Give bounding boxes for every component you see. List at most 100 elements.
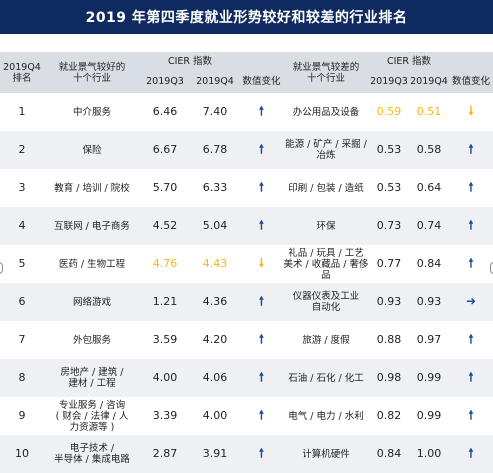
good-change-header-text: 数值变化 xyxy=(242,76,281,87)
good-q3-cell-text: 2.87 xyxy=(152,447,178,460)
good-change-cell: 🠕 xyxy=(240,397,283,435)
good-q4-cell: 4.20 xyxy=(190,321,240,359)
arrow-up-icon: 🠕 xyxy=(468,142,474,156)
good-industry-cell-text: 专业服务 / 咨询 ( 财会 / 法律 / 人 力资源等 ) xyxy=(55,399,129,433)
good-q4-cell-text: 5.04 xyxy=(202,219,228,232)
good-industry-cell-text: 房地产 / 建筑 / 建材 / 工程 xyxy=(60,367,124,389)
arrow-up-icon: 🠕 xyxy=(258,104,265,118)
bad-q4-cell: 0.99 xyxy=(409,359,449,397)
spacer xyxy=(0,34,493,52)
rank-cell-text: 1 xyxy=(18,105,26,118)
good-industry-cell-text: 保险 xyxy=(82,144,102,156)
arrow-right-icon: ➜ xyxy=(465,294,477,308)
good-q4-cell: 7.40 xyxy=(190,93,240,131)
bad-change-cell: 🠕 xyxy=(449,245,493,283)
rank-cell-text: 2 xyxy=(18,143,26,156)
good-q4-cell-text: 6.78 xyxy=(202,143,228,156)
rank-cell-text: 3 xyxy=(18,181,26,194)
good-change-cell: 🠕 xyxy=(240,169,283,207)
good-change-cell: 🠕 xyxy=(240,359,283,397)
good-industry-cell: 医药 / 生物工程 xyxy=(44,245,140,283)
bad-q3-cell-text: 0.77 xyxy=(376,257,402,270)
good-q3-cell: 2.87 xyxy=(140,435,190,473)
bad-change-cell: ➜ xyxy=(449,283,493,321)
bad-q3-cell-text: 0.53 xyxy=(376,181,402,194)
good-q3-cell: 4.52 xyxy=(140,207,190,245)
good-q3-cell-text: 6.67 xyxy=(152,143,178,156)
bad-q3-cell-text: 0.73 xyxy=(376,219,402,232)
good-cier-header: CIER 指数 xyxy=(140,52,240,70)
good-q4-cell-text: 4.06 xyxy=(202,371,228,384)
good-q3-cell-text: 4.76 xyxy=(152,257,178,270)
bad-industry-cell: 仪器仪表及工业 自动化 xyxy=(283,283,369,321)
rank-cell: 9 xyxy=(0,397,44,435)
bad-q4-cell: 0.74 xyxy=(409,207,449,245)
bad-q4-cell: 0.99 xyxy=(409,397,449,435)
bad-q3-header: 2019Q3 xyxy=(369,70,409,93)
arrow-up-icon: 🠕 xyxy=(258,142,265,156)
good-q4-cell-text: 6.33 xyxy=(202,181,228,194)
good-q4-cell-text: 3.91 xyxy=(202,447,228,460)
bad-q3-cell: 0.93 xyxy=(369,283,409,321)
good-industry-cell: 房地产 / 建筑 / 建材 / 工程 xyxy=(44,359,140,397)
bad-q3-cell: 0.73 xyxy=(369,207,409,245)
good-change-cell: 🠕 xyxy=(240,93,283,131)
good-q4-cell: 5.04 xyxy=(190,207,240,245)
bad-q4-cell-text: 0.93 xyxy=(416,295,442,308)
arrow-up-icon: 🠕 xyxy=(258,218,265,232)
bad-industry-cell-text: 电气 / 电力 / 水利 xyxy=(288,410,364,422)
arrow-up-icon: 🠕 xyxy=(468,446,474,460)
good-change-cell: 🠗 xyxy=(240,245,283,283)
arrow-up-icon: 🠕 xyxy=(258,370,265,384)
ranking-table: 2019Q4 排名 就业景气较好的 十个行业 CIER 指数 数值变化 就业景气… xyxy=(0,52,493,473)
good-change-cell: 🠕 xyxy=(240,283,283,321)
bad-industry-cell: 计算机硬件 xyxy=(283,435,369,473)
rank-cell: 4 xyxy=(0,207,44,245)
good-q3-cell: 4.00 xyxy=(140,359,190,397)
good-change-cell: 🠕 xyxy=(240,435,283,473)
arrow-up-icon: 🠕 xyxy=(258,446,265,460)
bad-change-cell: 🠕 xyxy=(449,321,493,359)
good-q3-cell-text: 4.00 xyxy=(152,371,178,384)
bad-q4-cell-text: 0.97 xyxy=(416,333,442,346)
good-industry-cell-text: 互联网 / 电子商务 xyxy=(54,220,130,232)
table-row: 3 教育 / 培训 / 院校 5.70 6.33 🠕 印刷 / 包装 / 造纸 0.53 0.… xyxy=(0,169,493,207)
rank-cell: 1 xyxy=(0,93,44,131)
bad-q3-cell: 0.84 xyxy=(369,435,409,473)
table-row: 7 外包服务 3.59 4.20 🠕 旅游 / 度假 0.88 0.97 🠕 xyxy=(0,321,493,359)
table-row: 1 中介服务 6.46 7.40 🠕 办公用品及设备 0.59 0.51 🠗 xyxy=(0,93,493,131)
arrow-up-icon: 🠕 xyxy=(468,332,474,346)
bad-q4-cell-text: 0.51 xyxy=(416,105,442,118)
good-q4-cell: 3.91 xyxy=(190,435,240,473)
good-industry-cell: 互联网 / 电子商务 xyxy=(44,207,140,245)
bad-industry-cell-text: 能源 / 矿产 / 采掘 / 冶炼 xyxy=(285,139,367,161)
arrow-up-icon: 🠕 xyxy=(468,218,474,232)
good-industry-cell-text: 教育 / 培训 / 院校 xyxy=(54,182,130,194)
bad-q3-cell: 0.88 xyxy=(369,321,409,359)
bad-industry-cell: 礼品 / 玩具 / 工艺 美术 / 收藏品 / 奢侈品 xyxy=(283,245,369,283)
good-industry-cell: 中介服务 xyxy=(44,93,140,131)
bad-q4-cell-text: 1.00 xyxy=(416,447,442,460)
arrow-up-icon: 🠕 xyxy=(258,408,265,422)
arrow-down-icon: 🠗 xyxy=(258,256,265,270)
bad-q3-cell-text: 0.53 xyxy=(376,143,402,156)
bad-q4-cell-text: 0.58 xyxy=(416,143,442,156)
table-row: 10 电子技术 / 半导体 / 集成电路 2.87 3.91 🠕 计算机硬件 0.84 1.0… xyxy=(0,435,493,473)
good-industry-cell-text: 网络游戏 xyxy=(72,296,111,308)
bad-q4-cell: 0.97 xyxy=(409,321,449,359)
bad-q4-cell-text: 0.99 xyxy=(416,409,442,422)
good-q3-cell-text: 3.59 xyxy=(152,333,178,346)
good-industry-header: 就业景气较好的 十个行业 xyxy=(44,52,140,93)
arrow-up-icon: 🠕 xyxy=(468,180,474,194)
bad-q3-cell: 0.77 xyxy=(369,245,409,283)
good-industry-cell: 保险 xyxy=(44,131,140,169)
bad-q4-cell-text: 0.99 xyxy=(416,371,442,384)
bad-q3-cell-text: 0.88 xyxy=(376,333,402,346)
good-q3-cell: 6.67 xyxy=(140,131,190,169)
good-q4-cell: 4.43 xyxy=(190,245,240,283)
good-q4-cell-text: 4.20 xyxy=(202,333,228,346)
good-change-cell: 🠕 xyxy=(240,321,283,359)
bad-industry-cell: 石油 / 石化 / 化工 xyxy=(283,359,369,397)
good-industry-cell-text: 中介服务 xyxy=(72,106,111,118)
rank-header-text: 2019Q4 排名 xyxy=(3,61,41,84)
